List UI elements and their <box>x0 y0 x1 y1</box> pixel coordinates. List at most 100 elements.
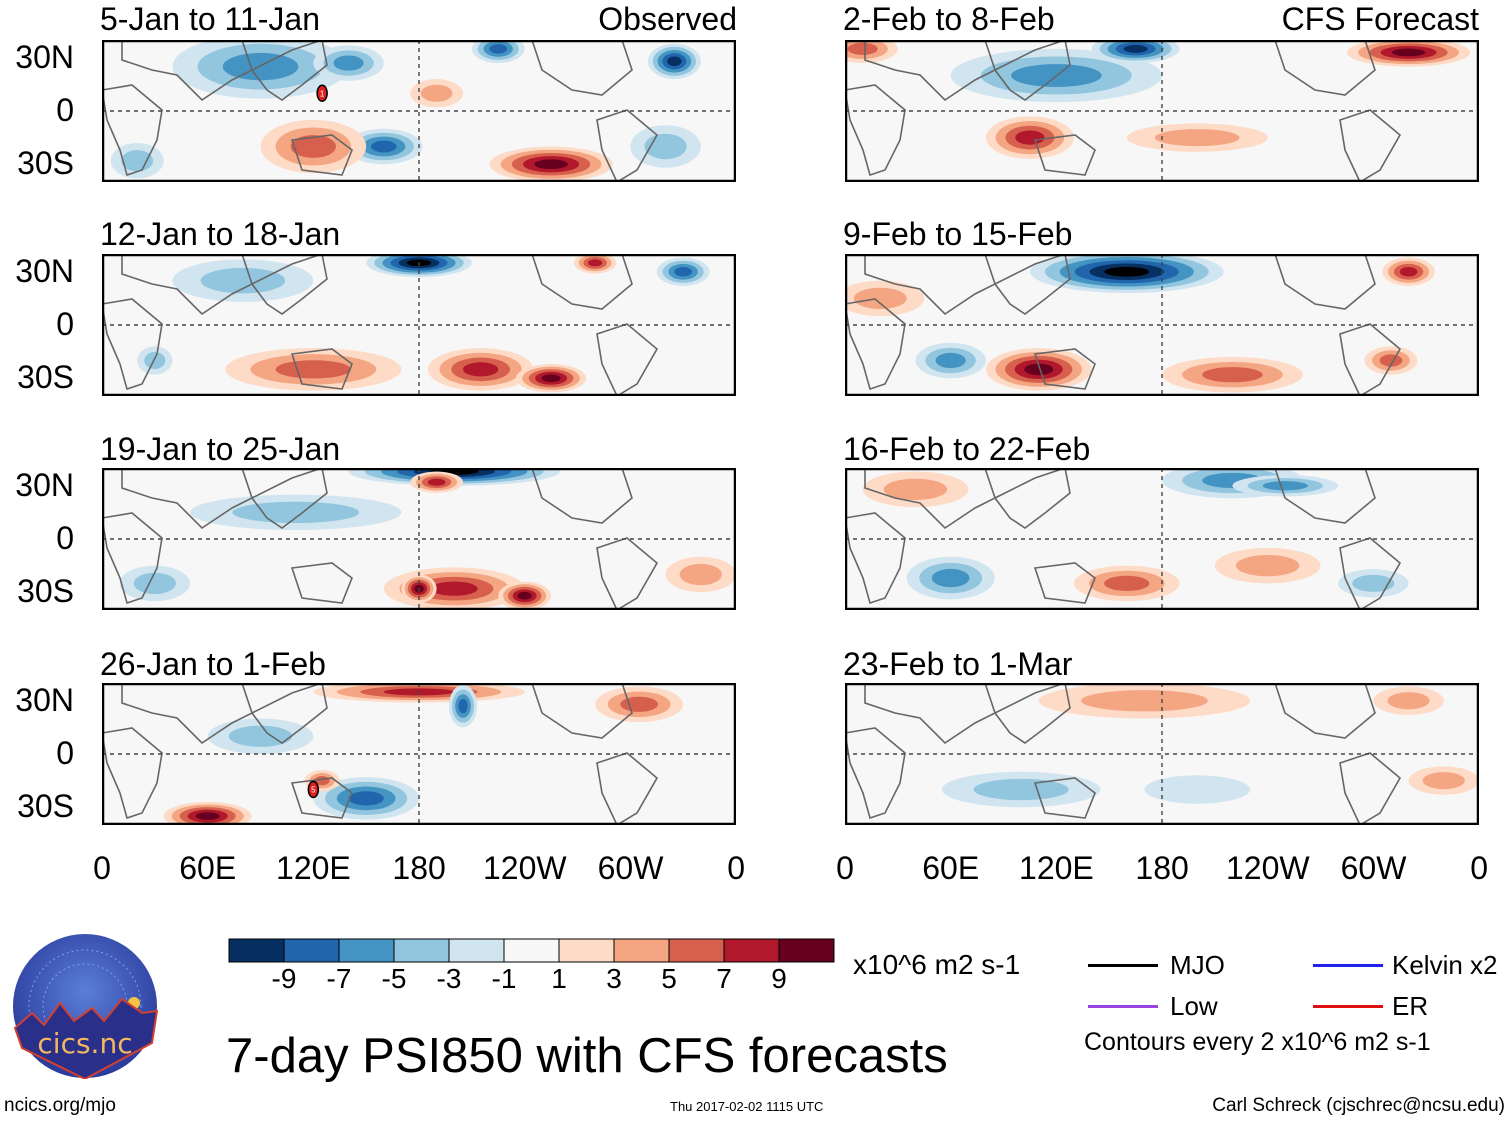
lon-label: 60W <box>1340 850 1407 886</box>
panel-title: 16-Feb to 22-Feb <box>843 431 1091 467</box>
coastline <box>864 40 996 102</box>
svg-text:cics.nc: cics.nc <box>37 1027 132 1060</box>
coastline <box>993 683 1071 744</box>
coastline <box>121 468 253 530</box>
observed-label: Observed <box>598 1 737 37</box>
coastline <box>250 40 328 101</box>
lon-label: 180 <box>1135 850 1189 886</box>
legend-er: ER <box>1392 991 1429 1021</box>
anomaly-contour <box>144 351 166 370</box>
coastline <box>1033 562 1096 604</box>
colorbar-label: 9 <box>771 963 787 994</box>
coastline <box>250 468 328 529</box>
coastline <box>102 727 163 820</box>
coastline <box>1033 134 1096 176</box>
panel-title: 12-Jan to 18-Jan <box>100 216 341 252</box>
legend-kelvin: Kelvin x2 <box>1392 950 1498 980</box>
lat-label: 0 <box>56 306 74 342</box>
lat-label: 0 <box>56 92 74 128</box>
lat-label: 30N <box>15 253 74 289</box>
panel-title: 19-Jan to 25-Jan <box>100 431 341 467</box>
coastline <box>1274 254 1376 310</box>
map-panel-obs-4: 5 <box>102 683 736 825</box>
colorbar-swatch <box>393 938 450 963</box>
coastline <box>102 298 163 391</box>
panel-title: 9-Feb to 15-Feb <box>843 216 1073 252</box>
coastline <box>1339 537 1402 610</box>
kelvin-legend-line <box>1313 964 1383 967</box>
tropical-cyclone-icon: 1 <box>316 84 328 102</box>
lat-label: 30S <box>17 359 74 395</box>
map-frame <box>845 683 1479 825</box>
footer-url[interactable]: ncics.org/mjo <box>4 1095 116 1116</box>
lon-label: 120W <box>483 850 567 886</box>
coastline <box>596 109 659 182</box>
svg-text:1: 1 <box>320 89 325 98</box>
coastline <box>102 512 163 605</box>
cics-logo: cics.nc <box>13 934 158 1079</box>
colorbar-units: x10^6 m2 s-1 <box>853 949 1021 980</box>
map-frame <box>845 468 1479 610</box>
anomaly-contour <box>1202 367 1263 383</box>
legend-mjo: MJO <box>1170 950 1225 980</box>
anomaly-contour <box>1015 130 1045 145</box>
colorbar-swatch <box>668 938 725 963</box>
anomaly-contour <box>679 563 722 586</box>
panel-title: 23-Feb to 1-Mar <box>843 646 1073 682</box>
colorbar <box>228 938 835 963</box>
coastline <box>596 323 659 396</box>
anomaly-contour <box>1399 267 1418 277</box>
map-panel-fcst-2 <box>845 254 1479 396</box>
anomaly-contour <box>370 140 397 153</box>
anomaly-contour <box>1123 45 1148 53</box>
anomaly-contour <box>517 591 532 600</box>
anomaly-contour <box>935 352 966 369</box>
anomaly-contour <box>1235 554 1300 577</box>
er-legend-line <box>1313 1005 1383 1008</box>
coastline <box>290 348 353 390</box>
anomaly-contour <box>541 374 561 383</box>
lat-label: 30S <box>17 788 74 824</box>
forecast-label: CFS Forecast <box>1281 1 1479 37</box>
anomaly-contour <box>667 56 682 67</box>
anomaly-contour <box>228 725 293 747</box>
coastline <box>121 40 253 102</box>
lat-label: 30S <box>17 145 74 181</box>
map-panel-obs-2 <box>102 254 736 396</box>
map-panel-obs-3 <box>102 468 736 610</box>
anomaly-contour <box>275 360 352 379</box>
anomaly-contour <box>458 698 468 714</box>
mjo-legend-line <box>1088 964 1158 967</box>
anomaly-contour <box>427 478 446 486</box>
map-panel-obs-1: 1 <box>102 40 736 182</box>
coastline <box>864 683 996 745</box>
map-panel-fcst-4 <box>845 683 1479 825</box>
panel-title: 2-Feb to 8-Feb <box>843 1 1055 37</box>
anomaly-contour <box>1379 354 1403 367</box>
coastline <box>845 512 906 605</box>
anomaly-contour <box>1262 481 1308 491</box>
coastline <box>1339 323 1402 396</box>
lon-label: 60W <box>597 850 664 886</box>
anomaly-contour <box>1154 129 1240 147</box>
anomaly-contour <box>1024 363 1054 376</box>
coastline <box>1274 683 1376 739</box>
map-panel-fcst-1 <box>845 40 1479 182</box>
map-frame <box>102 468 736 610</box>
anomaly-contour <box>348 791 384 806</box>
anomaly-contour <box>489 44 508 54</box>
map-frame <box>102 683 736 825</box>
coastline <box>531 40 633 96</box>
coastline <box>864 254 996 316</box>
colorbar-swatch <box>503 938 560 963</box>
colorbar-swatch <box>778 938 835 963</box>
legend-low: Low <box>1170 991 1218 1021</box>
colorbar-label: 7 <box>716 963 732 994</box>
low-legend-line <box>1088 1005 1158 1008</box>
tropical-cyclone-icon: 5 <box>307 780 320 799</box>
anomaly-contour <box>232 501 360 524</box>
map-frame <box>845 254 1479 396</box>
anomaly-contour <box>195 812 220 820</box>
lon-label: 120E <box>1019 850 1094 886</box>
